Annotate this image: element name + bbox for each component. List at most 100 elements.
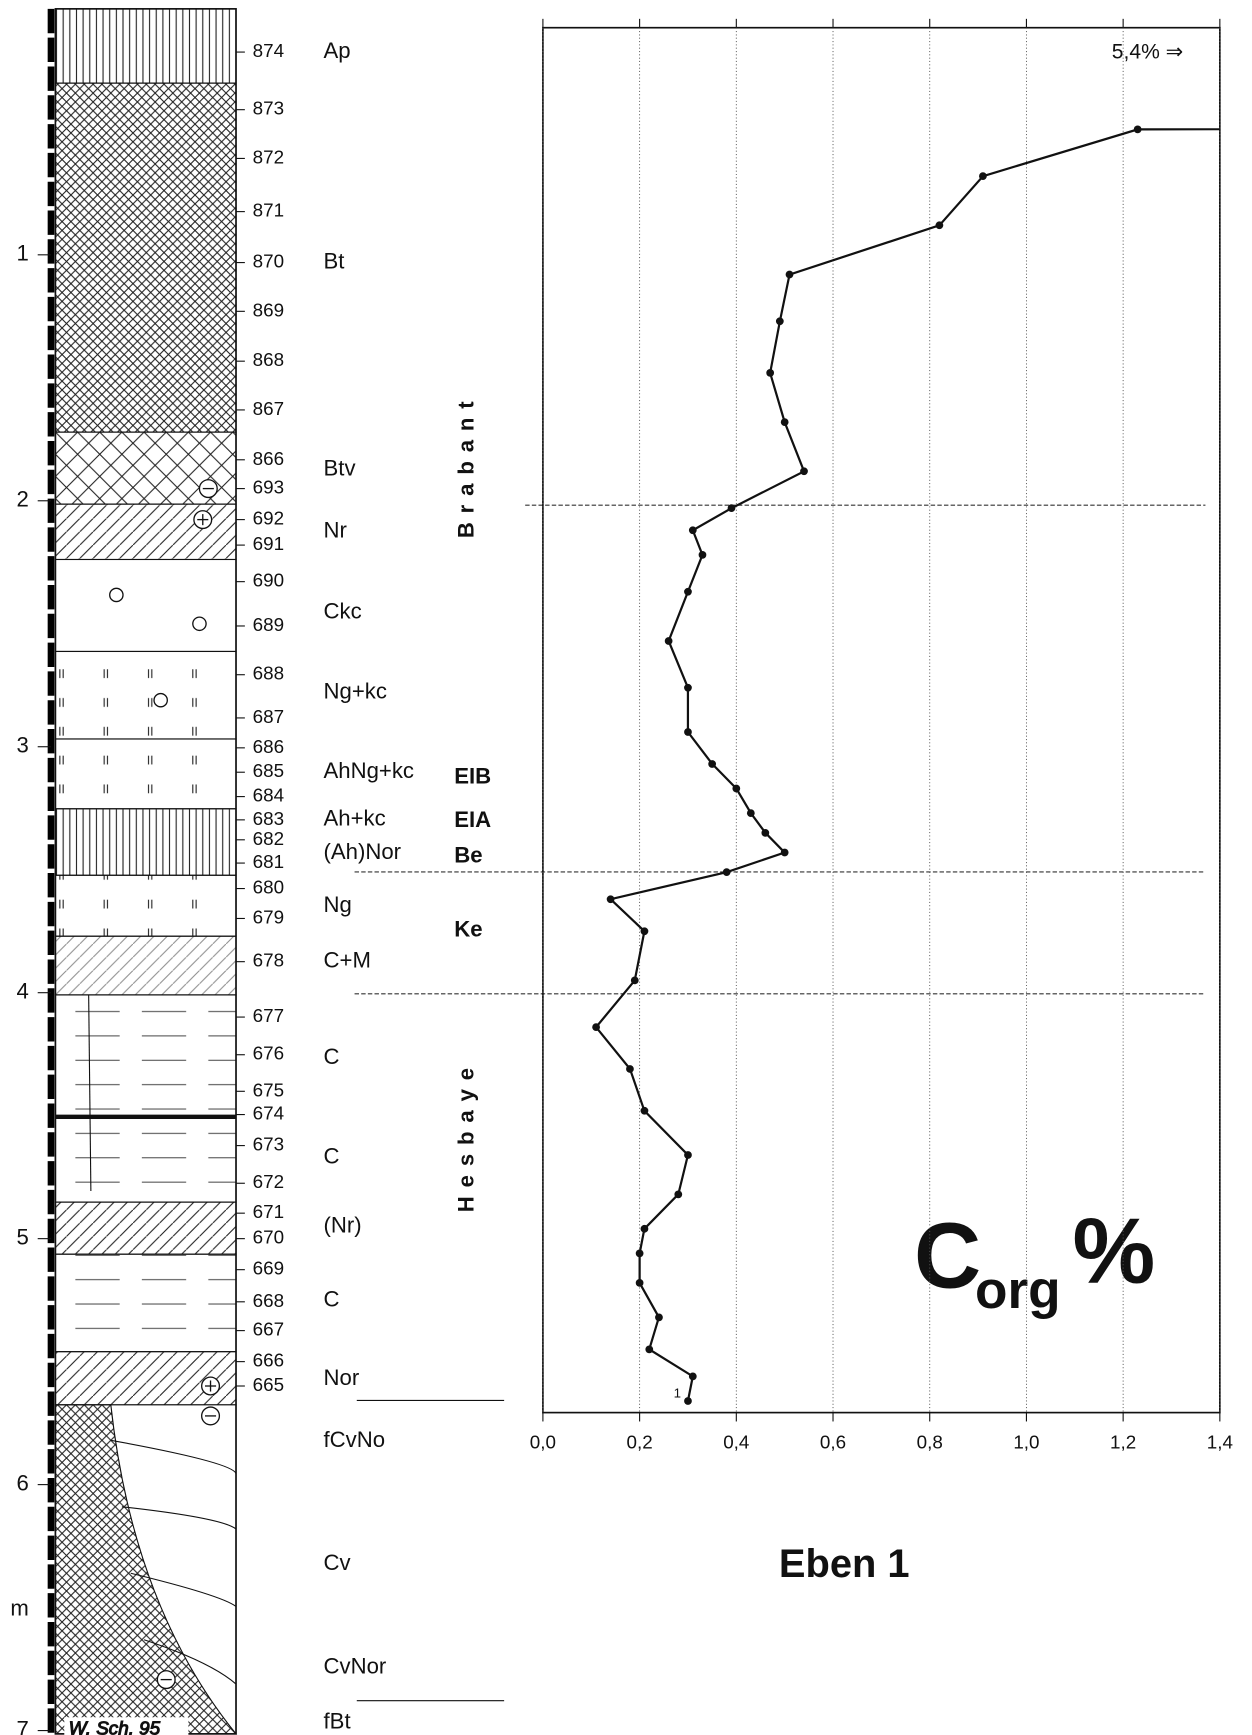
x-tick-label: 0,6 bbox=[820, 1432, 846, 1453]
sample-number: 685 bbox=[253, 760, 284, 781]
data-point bbox=[641, 1225, 649, 1233]
data-point bbox=[699, 551, 707, 559]
sample-number: 866 bbox=[253, 448, 284, 469]
horizon-label: C+M bbox=[324, 948, 371, 973]
horizon-label: AhNg+kc bbox=[324, 758, 414, 783]
x-tick-label: 0,2 bbox=[627, 1432, 653, 1453]
stratigraphy-label: EIA bbox=[454, 807, 491, 832]
data-point bbox=[781, 849, 789, 857]
horizon-label: C bbox=[324, 1044, 340, 1069]
sample-number: 686 bbox=[253, 736, 284, 757]
data-point bbox=[636, 1250, 644, 1258]
quantity-sub: org bbox=[975, 1261, 1061, 1320]
sample-number: 867 bbox=[253, 398, 284, 419]
data-point bbox=[781, 418, 789, 426]
stratigraphy-label: Ke bbox=[454, 916, 482, 941]
sample-number: 672 bbox=[253, 1171, 284, 1192]
depth-tick-label: 2 bbox=[17, 487, 29, 512]
point-note: 1 bbox=[674, 1385, 681, 1400]
horizon-label: Nr bbox=[324, 518, 347, 543]
x-tick-label: 1,2 bbox=[1110, 1432, 1136, 1453]
x-tick-label: 1,0 bbox=[1013, 1432, 1039, 1453]
horizon-label: Ckc bbox=[324, 599, 362, 624]
data-point bbox=[641, 1107, 649, 1115]
data-point bbox=[776, 317, 784, 325]
horizon-label: Cv bbox=[324, 1550, 351, 1575]
horizon-label: Btv bbox=[324, 456, 356, 481]
chart-title: Eben 1 bbox=[779, 1542, 910, 1586]
sample-number: 669 bbox=[253, 1258, 284, 1279]
sample-number: 871 bbox=[253, 200, 284, 221]
sample-number: 673 bbox=[253, 1134, 284, 1155]
horizon-label: Ah+kc bbox=[324, 806, 386, 831]
horizon-label: C bbox=[324, 1287, 340, 1312]
depth-tick-label: 5 bbox=[17, 1224, 29, 1249]
data-point bbox=[645, 1345, 653, 1353]
data-point bbox=[1134, 126, 1142, 134]
sample-number: 679 bbox=[253, 906, 284, 927]
depth-tick-label: 7 bbox=[17, 1716, 29, 1735]
data-point bbox=[936, 221, 944, 229]
data-point bbox=[631, 977, 639, 985]
x-tick-label: 0,4 bbox=[723, 1432, 749, 1453]
data-point bbox=[723, 868, 731, 876]
sample-number: 869 bbox=[253, 299, 284, 320]
sample-number: 680 bbox=[253, 877, 284, 898]
depth-tick-label: 1 bbox=[17, 241, 29, 266]
horizon-label: Ap bbox=[324, 38, 351, 63]
horizon-label: Nor bbox=[324, 1365, 360, 1390]
horizon-label: Bt bbox=[324, 248, 345, 273]
x-tick-label: 0,0 bbox=[530, 1432, 556, 1453]
sample-number: 681 bbox=[253, 851, 284, 872]
sample-number: 671 bbox=[253, 1201, 284, 1222]
data-point bbox=[761, 829, 769, 837]
figure: W. Sch. 95 Eben 1 C org % 5,4% ⇒ 1 0,00,… bbox=[0, 0, 1252, 1735]
data-point bbox=[747, 809, 755, 817]
sample-number: 874 bbox=[253, 40, 284, 61]
data-point bbox=[641, 927, 649, 935]
soil-profile: W. Sch. 95 bbox=[51, 9, 236, 1735]
sample-number: 683 bbox=[253, 808, 284, 829]
data-point bbox=[684, 588, 692, 596]
sample-number: 872 bbox=[253, 146, 284, 167]
page: {"chart_data": { "type": "line", "title"… bbox=[0, 0, 1252, 1735]
data-point bbox=[728, 504, 736, 512]
sample-number: 667 bbox=[253, 1319, 284, 1340]
sample-number: 687 bbox=[253, 706, 284, 727]
horizon-label: (Nr) bbox=[324, 1212, 362, 1237]
data-point bbox=[665, 637, 673, 645]
x-tick-label: 0,8 bbox=[917, 1432, 943, 1453]
data-point bbox=[674, 1191, 682, 1199]
quantity-unit: % bbox=[1072, 1199, 1155, 1303]
stratigraphy-label: Hesbaye bbox=[453, 1059, 478, 1212]
quantity-label: C org % bbox=[914, 1199, 1155, 1320]
sample-number: 873 bbox=[253, 98, 284, 119]
data-point bbox=[689, 526, 697, 534]
horizon-label: CvNor bbox=[324, 1653, 387, 1678]
stratigraphy-label: Brabant bbox=[453, 392, 478, 538]
sample-number: 691 bbox=[253, 533, 284, 554]
sample-number: 692 bbox=[253, 508, 284, 529]
sample-number: 690 bbox=[253, 570, 284, 591]
sample-number: 693 bbox=[253, 477, 284, 498]
sample-number: 668 bbox=[253, 1290, 284, 1311]
depth-tick-label: 3 bbox=[17, 733, 29, 758]
stratigraphy-label: EIB bbox=[454, 764, 491, 789]
sample-number: 676 bbox=[253, 1043, 284, 1064]
quantity-main: C bbox=[914, 1204, 981, 1308]
sample-number: 682 bbox=[253, 828, 284, 849]
sample-number: 674 bbox=[253, 1103, 284, 1124]
data-point bbox=[684, 1397, 692, 1405]
horizon-label: (Ah)Nor bbox=[324, 839, 402, 864]
data-point bbox=[636, 1279, 644, 1287]
data-point bbox=[708, 760, 716, 768]
sample-number: 677 bbox=[253, 1005, 284, 1026]
data-point bbox=[800, 467, 808, 475]
depth-tick-label: 6 bbox=[17, 1470, 29, 1495]
horizon-label: fCvNo bbox=[324, 1427, 386, 1452]
sample-number: 670 bbox=[253, 1227, 284, 1248]
sample-number: 666 bbox=[253, 1350, 284, 1371]
sample-number: 689 bbox=[253, 614, 284, 635]
horizon-label: Ng bbox=[324, 892, 352, 917]
data-point bbox=[786, 271, 794, 279]
